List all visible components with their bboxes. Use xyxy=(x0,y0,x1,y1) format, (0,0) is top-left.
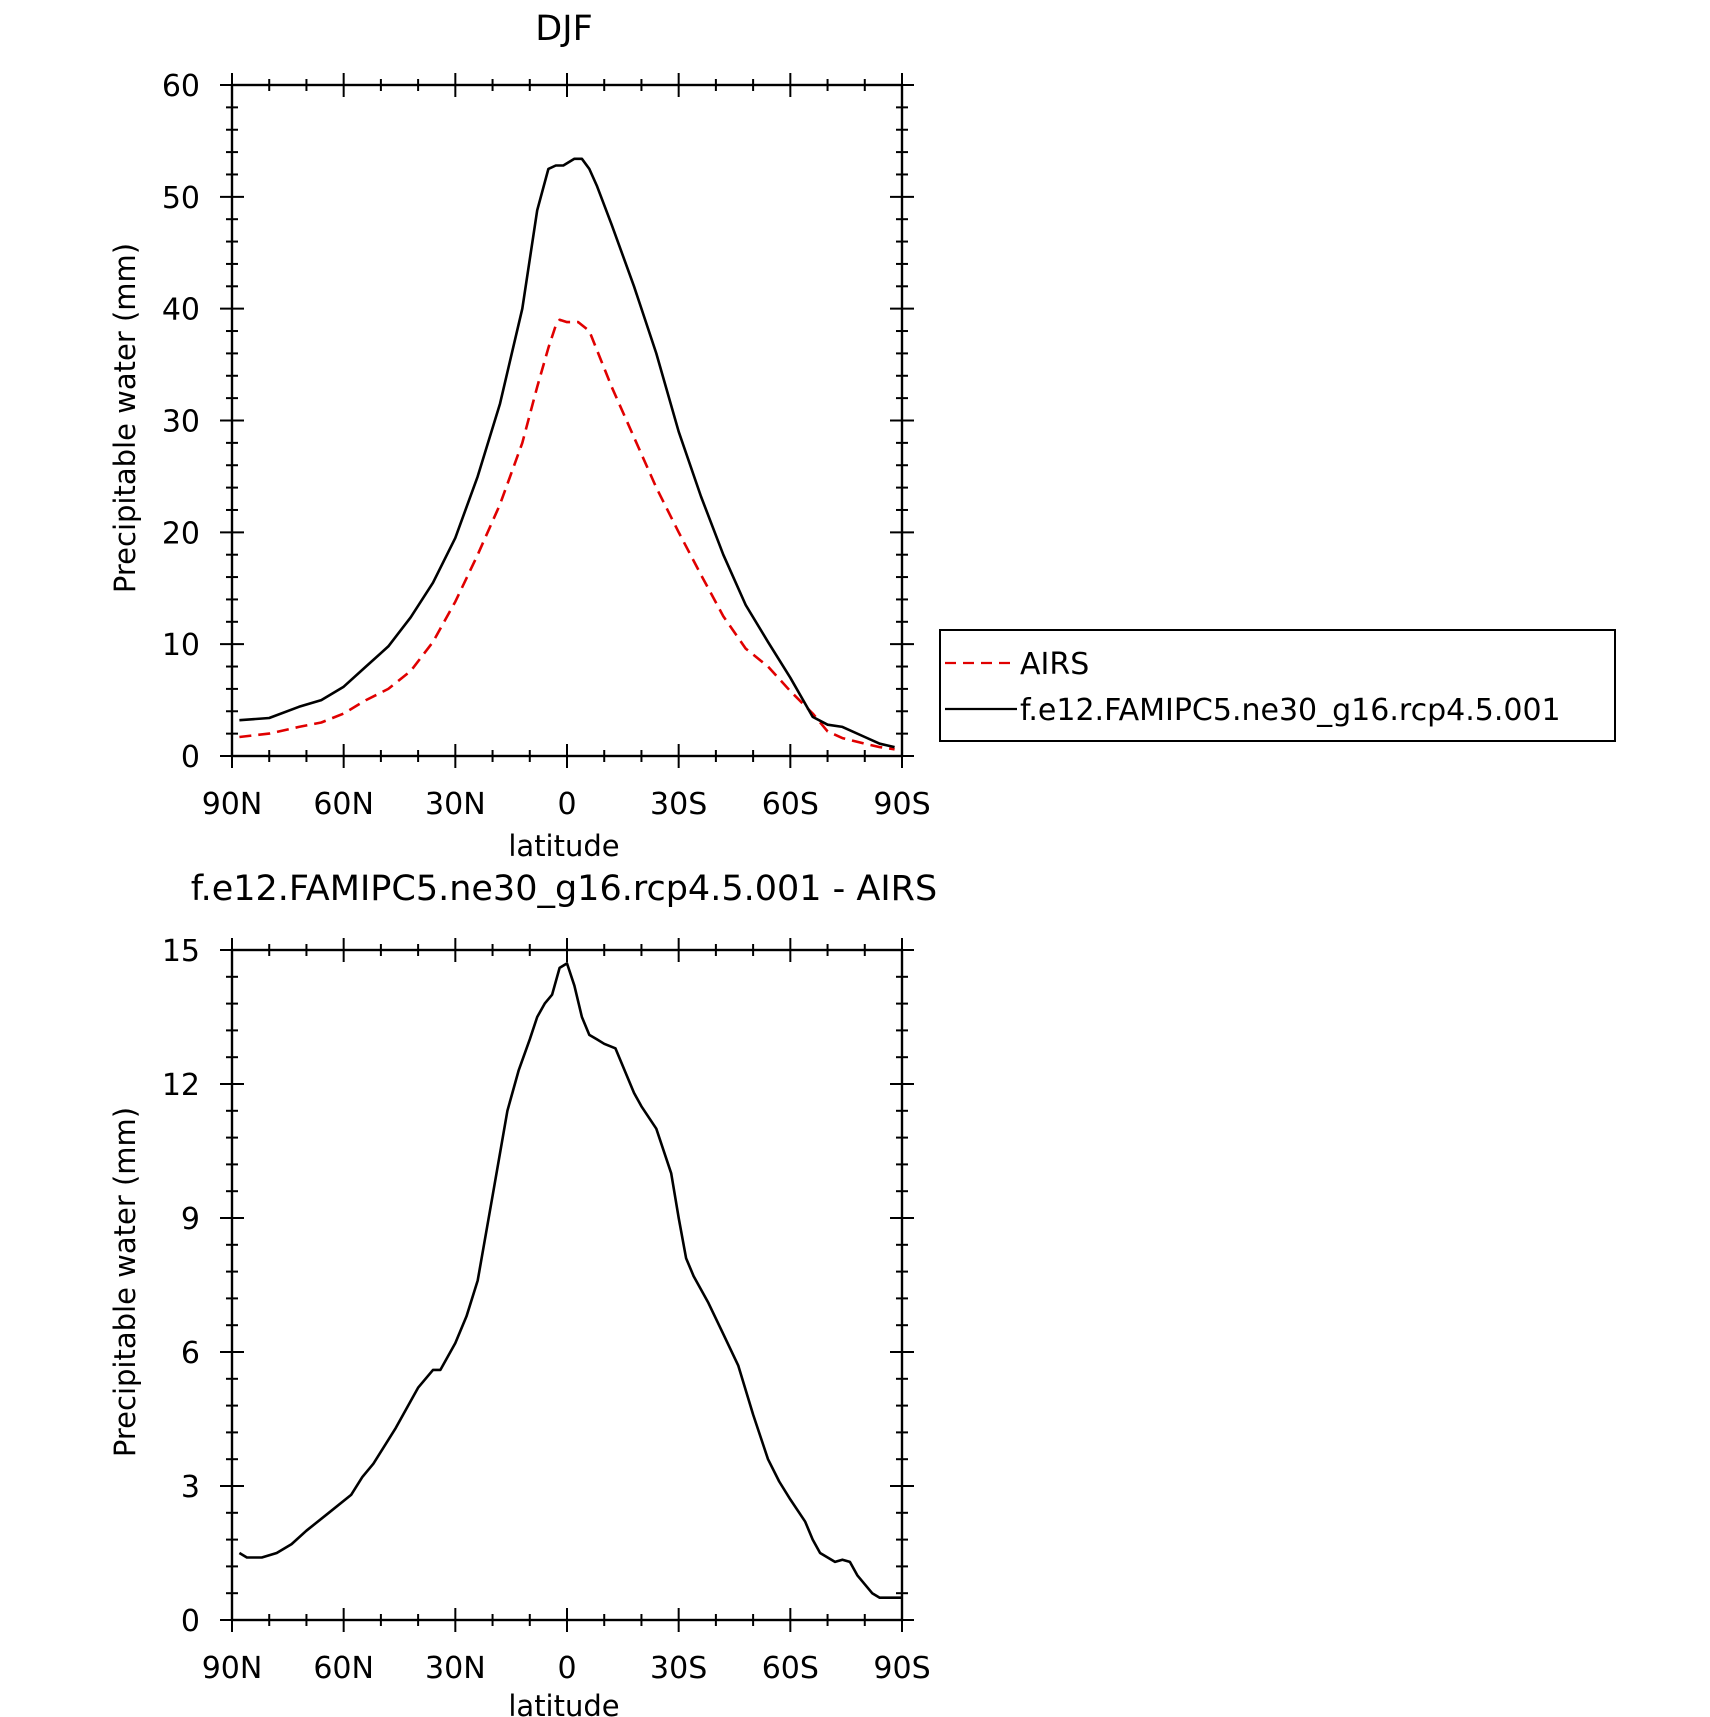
djf-y-tick-label: 30 xyxy=(162,405,200,440)
djf-y-tick-label: 40 xyxy=(162,293,200,328)
djf-y-tick-label: 20 xyxy=(162,516,200,551)
difference-x-tick-label: 30N xyxy=(425,1651,486,1686)
difference-x-axis-title: latitude xyxy=(508,1689,619,1717)
difference-panel-title: f.e12.FAMIPC5.ne30_g16.rcp4.5.001 - AIRS xyxy=(191,869,937,909)
difference-y-tick-label: 15 xyxy=(162,934,200,969)
difference-x-tick-label: 90S xyxy=(873,1651,930,1686)
difference-y-tick-label: 12 xyxy=(162,1068,200,1103)
difference-y-tick-label: 9 xyxy=(181,1202,200,1237)
legend-airs-label: AIRS xyxy=(1020,647,1089,682)
difference-panel: f.e12.FAMIPC5.ne30_g16.rcp4.5.001 - AIRS… xyxy=(108,869,937,1717)
djf-panel: DJF 90N 60N 30N 0 30S 60S 90S 0 10 20 30 40 50 60 lat… xyxy=(108,9,1616,863)
djf-x-tick-label: 30S xyxy=(650,787,707,822)
djf-y-tick-label: 60 xyxy=(162,69,200,104)
difference-y-tick-label: 6 xyxy=(181,1336,200,1371)
difference-x-tick-label: 60N xyxy=(313,1651,374,1686)
legend: AIRS f.e12.FAMIPC5.ne30_g16.rcp4.5.001 xyxy=(939,629,1616,742)
djf-y-axis-title: Precipitable water (mm) xyxy=(108,243,142,593)
difference-plot-area: 90N 60N 30N 0 30S 60S 90S 0 3 6 9 12 15 xyxy=(162,934,931,1686)
djf-x-tick-label: 90N xyxy=(202,787,263,822)
djf-panel-title: DJF xyxy=(535,9,592,49)
legend-box xyxy=(939,629,1616,742)
djf-x-tick-label: 30N xyxy=(425,787,486,822)
djf-plot-area: 90N 60N 30N 0 30S 60S 90S 0 10 20 30 40 50 60 xyxy=(162,69,931,822)
difference-x-tick-label: 90N xyxy=(202,1651,263,1686)
djf-y-tick-label: 50 xyxy=(162,181,200,216)
djf-y-tick-label: 0 xyxy=(181,740,200,775)
djf-x-tick-label: 90S xyxy=(873,787,930,822)
djf-x-axis-title: latitude xyxy=(508,829,619,863)
djf-x-tick-label: 0 xyxy=(557,787,576,822)
djf-series-line-0 xyxy=(239,318,895,751)
djf-x-tick-label: 60N xyxy=(313,787,374,822)
difference-x-tick-label: 0 xyxy=(557,1651,576,1686)
djf-x-tick-label: 60S xyxy=(762,787,819,822)
djf-y-tick-label: 10 xyxy=(162,628,200,663)
legend-model-label: f.e12.FAMIPC5.ne30_g16.rcp4.5.001 xyxy=(1020,693,1561,728)
difference-x-tick-label: 30S xyxy=(650,1651,707,1686)
djf-series-line-1 xyxy=(239,157,895,749)
difference-y-tick-label: 0 xyxy=(181,1604,200,1639)
difference-y-axis-title: Precipitable water (mm) xyxy=(108,1107,142,1457)
difference-y-tick-label: 3 xyxy=(181,1470,200,1505)
difference-series-line-0 xyxy=(238,962,902,1599)
difference-x-tick-label: 60S xyxy=(762,1651,819,1686)
